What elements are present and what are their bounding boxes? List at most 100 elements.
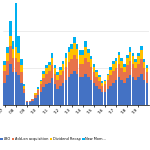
Bar: [73, 37, 76, 43]
Bar: [95, 69, 98, 72]
Bar: [59, 67, 62, 69]
Bar: [65, 53, 67, 58]
Bar: [48, 65, 51, 71]
Bar: [93, 83, 95, 105]
Bar: [109, 67, 112, 69]
Bar: [56, 72, 59, 75]
Bar: [98, 77, 101, 81]
Bar: [73, 43, 76, 55]
Bar: [42, 78, 45, 87]
Bar: [51, 53, 53, 58]
Bar: [37, 95, 39, 105]
Bar: [45, 74, 48, 84]
Bar: [9, 36, 12, 46]
Legend: LBO, Add-on acquisition, Dividend Recap, New Mom...: LBO, Add-on acquisition, Dividend Recap,…: [0, 136, 108, 142]
Bar: [134, 68, 137, 80]
Bar: [17, 53, 20, 62]
Bar: [48, 71, 51, 83]
Bar: [45, 84, 48, 105]
Bar: [143, 62, 145, 68]
Bar: [84, 47, 87, 58]
Bar: [109, 75, 112, 86]
Bar: [137, 64, 140, 77]
Bar: [79, 55, 81, 64]
Bar: [59, 69, 62, 75]
Bar: [12, 72, 14, 105]
Bar: [104, 81, 106, 84]
Bar: [134, 62, 137, 68]
Bar: [68, 47, 70, 52]
Bar: [23, 84, 26, 86]
Bar: [81, 55, 84, 64]
Bar: [95, 77, 98, 86]
Bar: [20, 59, 23, 65]
Bar: [106, 75, 109, 80]
Bar: [123, 64, 126, 67]
Bar: [132, 77, 134, 105]
Bar: [37, 87, 39, 89]
Bar: [140, 50, 142, 59]
Bar: [37, 90, 39, 95]
Bar: [126, 55, 129, 58]
Bar: [137, 53, 140, 56]
Bar: [65, 58, 67, 67]
Bar: [132, 53, 134, 56]
Bar: [140, 74, 142, 105]
Bar: [17, 75, 20, 105]
Bar: [126, 78, 129, 105]
Bar: [15, 58, 17, 72]
Bar: [93, 64, 95, 67]
Bar: [42, 87, 45, 105]
Bar: [120, 68, 123, 80]
Bar: [51, 65, 53, 78]
Bar: [126, 58, 129, 65]
Bar: [101, 92, 103, 105]
Bar: [104, 80, 106, 81]
Bar: [73, 55, 76, 71]
Bar: [20, 83, 23, 105]
Bar: [31, 100, 34, 105]
Bar: [40, 84, 42, 92]
Bar: [15, 3, 17, 47]
Bar: [42, 71, 45, 74]
Bar: [62, 83, 64, 105]
Bar: [76, 59, 78, 74]
Bar: [56, 80, 59, 89]
Bar: [98, 81, 101, 89]
Bar: [81, 50, 84, 55]
Bar: [109, 69, 112, 75]
Bar: [115, 61, 117, 68]
Bar: [48, 83, 51, 105]
Bar: [76, 49, 78, 59]
Bar: [3, 71, 6, 83]
Bar: [98, 75, 101, 77]
Bar: [6, 53, 9, 61]
Bar: [87, 49, 90, 53]
Bar: [70, 44, 73, 49]
Bar: [54, 68, 56, 74]
Bar: [126, 65, 129, 78]
Bar: [76, 44, 78, 49]
Bar: [9, 21, 12, 36]
Bar: [31, 99, 34, 100]
Bar: [129, 61, 131, 75]
Bar: [3, 61, 6, 65]
Bar: [23, 86, 26, 89]
Bar: [87, 77, 90, 105]
Bar: [137, 77, 140, 105]
Bar: [26, 100, 28, 102]
Bar: [143, 59, 145, 62]
Bar: [132, 64, 134, 77]
Bar: [45, 65, 48, 68]
Bar: [123, 83, 126, 105]
Bar: [98, 89, 101, 105]
Bar: [17, 62, 20, 75]
Bar: [104, 92, 106, 105]
Bar: [118, 64, 120, 77]
Bar: [79, 77, 81, 105]
Bar: [81, 77, 84, 105]
Bar: [123, 67, 126, 72]
Bar: [112, 64, 115, 71]
Bar: [115, 80, 117, 105]
Bar: [123, 72, 126, 83]
